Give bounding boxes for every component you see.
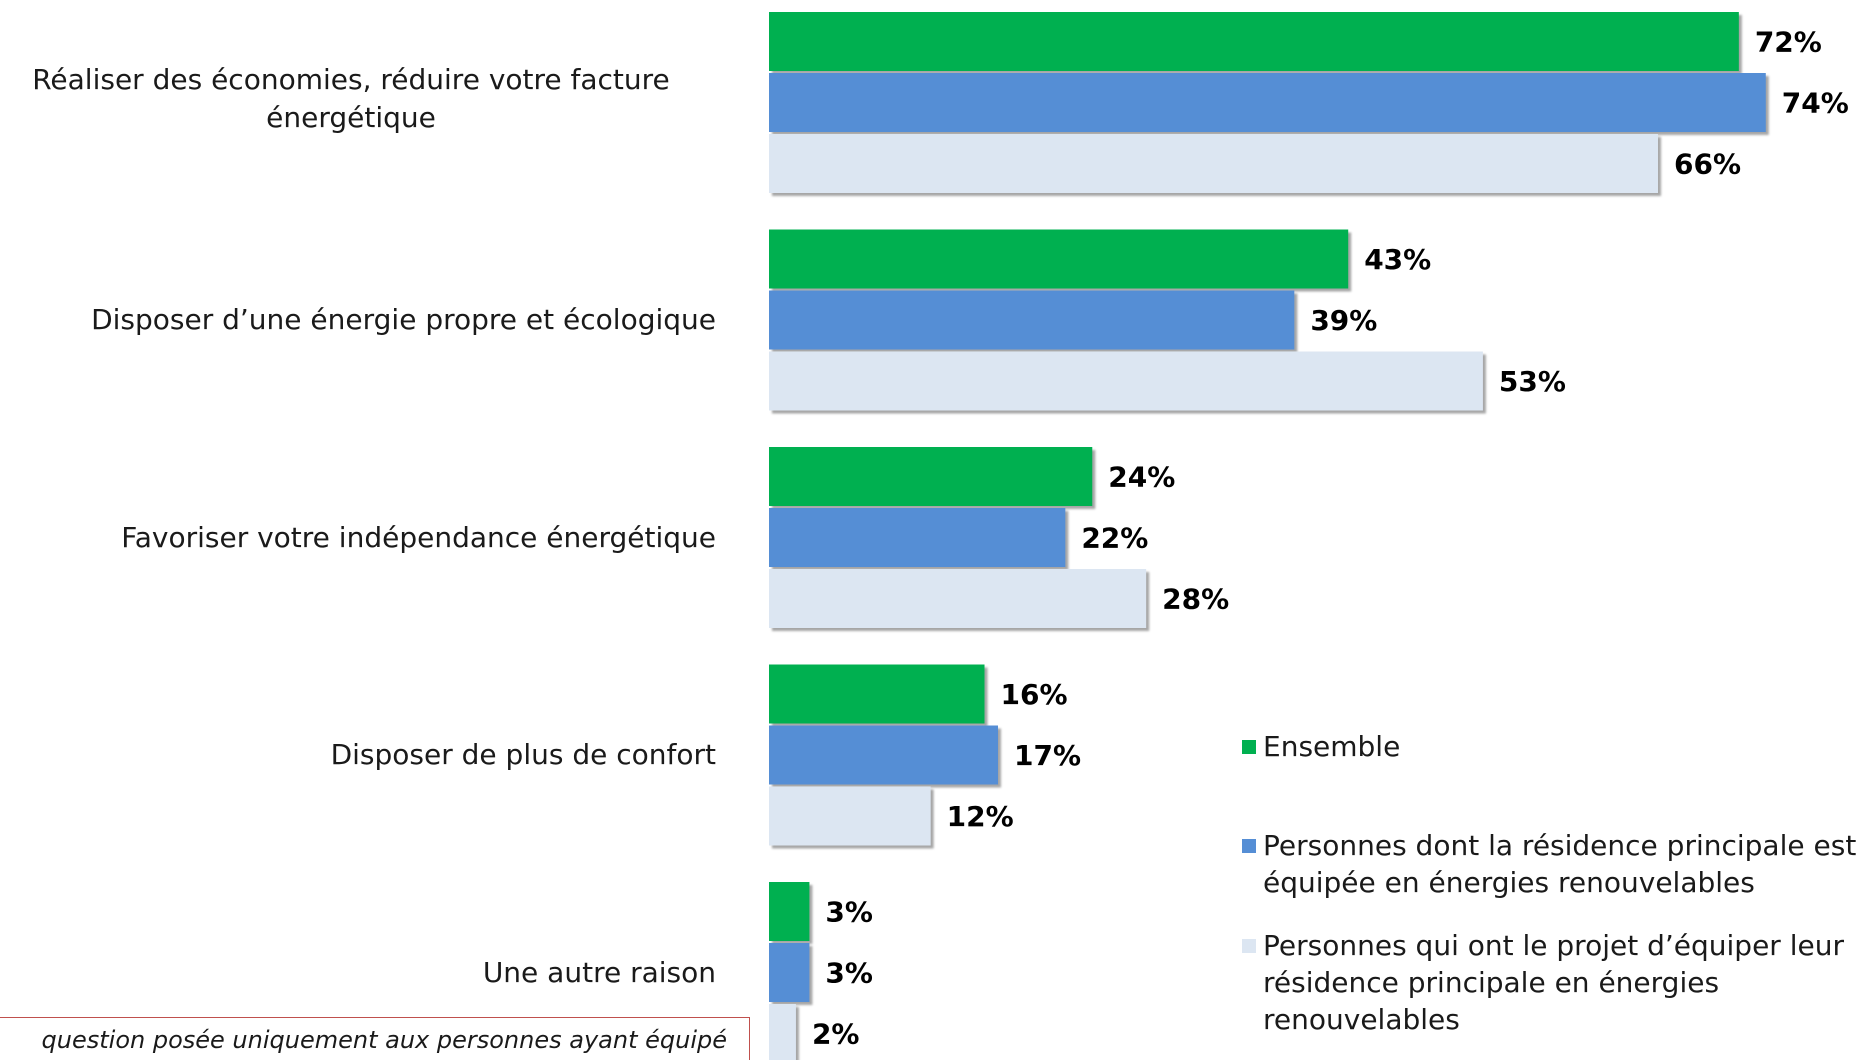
value-label: 17% bbox=[1014, 739, 1081, 772]
category-text: Disposer de plus de confort bbox=[330, 738, 716, 771]
bar bbox=[769, 73, 1766, 132]
value-label: 39% bbox=[1310, 304, 1377, 337]
category-text: Disposer d’une énergie propre et écologi… bbox=[91, 303, 716, 336]
legend-label: Personnes dont la résidence principale e… bbox=[1263, 829, 1857, 899]
bar bbox=[769, 943, 810, 1002]
bar bbox=[769, 508, 1066, 567]
legend-label: Personnes qui ont le projet d’équiper le… bbox=[1263, 929, 1844, 1036]
category-label: Une autre raison bbox=[0, 954, 716, 992]
bar bbox=[769, 664, 985, 724]
bar bbox=[769, 134, 1659, 193]
value-label: 72% bbox=[1755, 26, 1822, 59]
legend-item: Personnes qui ont le projet d’équiper le… bbox=[1242, 927, 1863, 1038]
value-label: 66% bbox=[1674, 148, 1741, 181]
value-label: 74% bbox=[1782, 87, 1849, 120]
legend-swatch bbox=[1242, 839, 1256, 853]
value-label: 16% bbox=[1001, 678, 1068, 711]
category-text: Favoriser votre indépendance énergétique bbox=[121, 520, 716, 554]
value-label: 12% bbox=[947, 800, 1014, 833]
value-label: 24% bbox=[1108, 461, 1175, 494]
bar bbox=[769, 725, 998, 785]
value-label: 22% bbox=[1081, 522, 1148, 555]
bar bbox=[769, 447, 1093, 506]
bar bbox=[769, 882, 810, 941]
bar bbox=[769, 12, 1739, 71]
value-label: 53% bbox=[1499, 365, 1566, 398]
bar bbox=[769, 290, 1295, 350]
value-label: 3% bbox=[825, 957, 873, 990]
legend-label: Ensemble bbox=[1263, 730, 1401, 763]
bar bbox=[769, 351, 1483, 411]
category-label: Disposer d’une énergie propre et écologi… bbox=[0, 301, 716, 339]
legend-item: Personnes dont la résidence principale e… bbox=[1242, 827, 1863, 901]
category-label: Réaliser des économies, réduire votre fa… bbox=[0, 61, 716, 137]
legend-swatch bbox=[1242, 740, 1256, 754]
note: question posée uniquement aux personnes … bbox=[0, 1017, 750, 1060]
bar bbox=[769, 229, 1349, 289]
category-label: Disposer de plus de confort bbox=[0, 736, 716, 774]
value-label: 43% bbox=[1364, 243, 1431, 276]
legend-swatch bbox=[1242, 939, 1256, 953]
category-text: Une autre raison bbox=[482, 955, 716, 989]
value-label: 28% bbox=[1162, 583, 1229, 616]
category-text: Réaliser des économies, réduire votre fa… bbox=[32, 62, 670, 134]
value-label: 2% bbox=[812, 1018, 860, 1051]
category-label: Favoriser votre indépendance énergétique bbox=[0, 519, 716, 557]
bar bbox=[769, 786, 931, 846]
bar bbox=[769, 569, 1147, 628]
legend-item: Ensemble bbox=[1242, 728, 1863, 765]
bar bbox=[769, 1004, 796, 1060]
value-label: 3% bbox=[825, 896, 873, 929]
